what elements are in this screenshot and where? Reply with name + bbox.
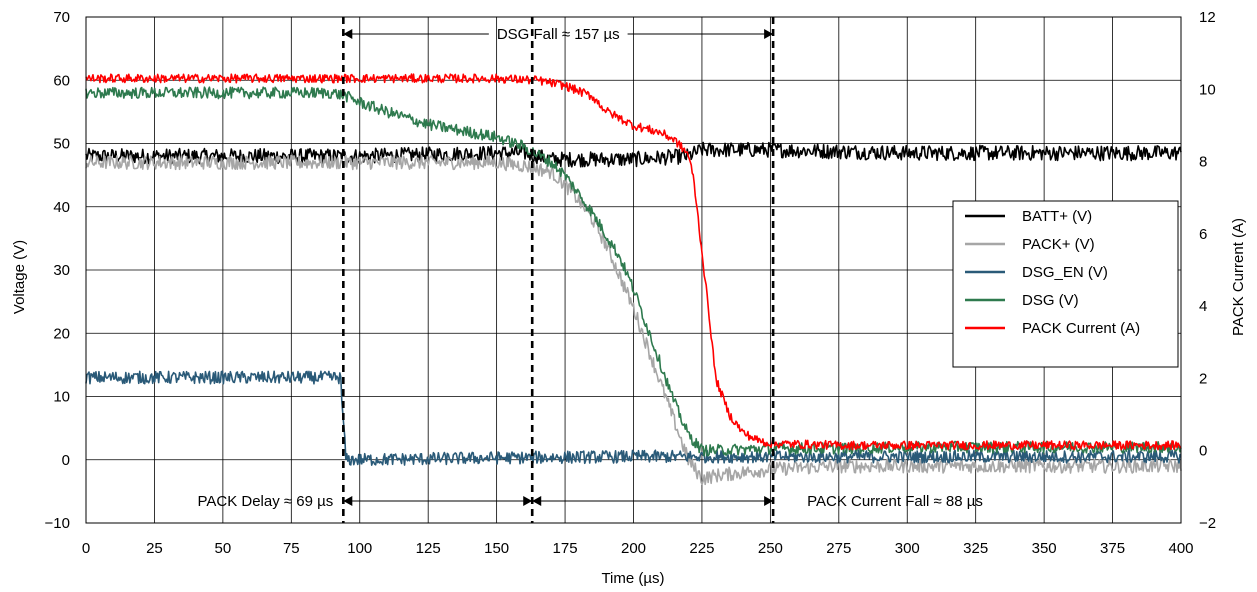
x-tick-label: 375 [1100,540,1125,557]
y-tick-label: 20 [53,325,70,342]
y2-axis-title: PACK Current (A) [1230,218,1247,336]
y2-tick-label: 0 [1199,443,1207,460]
legend-label: PACK Current (A) [1022,320,1140,337]
y-tick-label: 60 [53,72,70,89]
x-tick-label: 275 [826,540,851,557]
legend-label: PACK+ (V) [1022,236,1095,253]
x-tick-label: 225 [689,540,714,557]
x-tick-label: 100 [347,540,372,557]
y2-tick-label: −2 [1199,515,1216,532]
y2-tick-label: 6 [1199,226,1207,243]
x-axis-title: Time (µs) [601,570,664,587]
y-tick-label: 70 [53,9,70,26]
y-tick-label: 50 [53,136,70,153]
legend-label: BATT+ (V) [1022,208,1092,225]
annotation-label: PACK Delay ≈ 69 µs [197,493,333,510]
x-tick-label: 200 [621,540,646,557]
annotation-label: PACK Current Fall ≈ 88 µs [807,493,983,510]
y-tick-label: 40 [53,199,70,216]
x-tick-label: 300 [895,540,920,557]
y-tick-label: −10 [45,515,70,532]
y2-tick-label: 4 [1199,298,1207,315]
x-tick-label: 25 [146,540,163,557]
x-tick-label: 125 [416,540,441,557]
legend-box [953,201,1178,367]
y-tick-label: 0 [62,452,70,469]
legend-label: DSG (V) [1022,292,1079,309]
x-tick-label: 0 [82,540,90,557]
x-tick-label: 150 [484,540,509,557]
y-tick-label: 30 [53,262,70,279]
x-tick-label: 175 [553,540,578,557]
x-tick-label: 400 [1168,540,1193,557]
y2-tick-label: 2 [1199,370,1207,387]
x-tick-label: 250 [758,540,783,557]
y2-tick-label: 8 [1199,154,1207,171]
y2-tick-label: 10 [1199,81,1216,98]
x-tick-label: 350 [1032,540,1057,557]
legend-label: DSG_EN (V) [1022,264,1108,281]
x-tick-label: 50 [215,540,232,557]
y-axis-title: Voltage (V) [11,240,28,314]
y2-tick-label: 12 [1199,9,1216,26]
annotation-label: DSG Fall ≈ 157 µs [497,26,620,43]
x-tick-label: 75 [283,540,300,557]
y-tick-label: 10 [53,389,70,406]
x-tick-label: 325 [963,540,988,557]
legend: BATT+ (V) PACK+ (V) DSG_EN (V) DSG (V) PACK … [953,201,1178,367]
